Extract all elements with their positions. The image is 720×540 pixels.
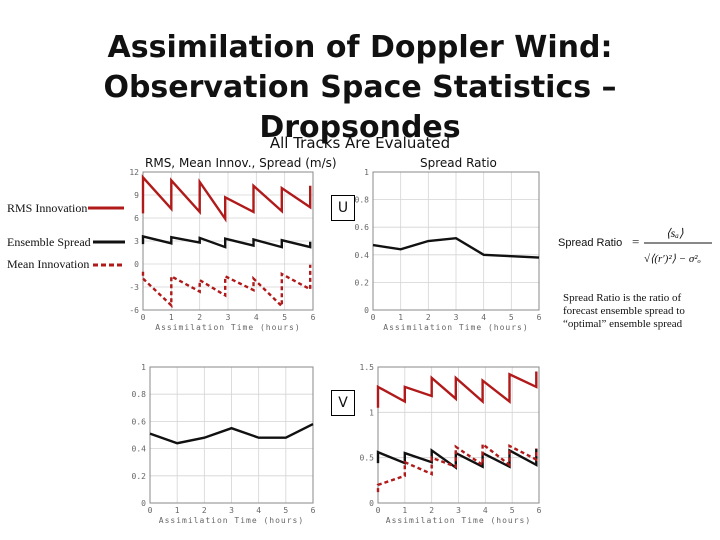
x-tick-label: 0 — [141, 313, 146, 322]
x-tick-label: 4 — [256, 506, 261, 515]
y-tick-label: 1 — [141, 363, 146, 372]
x-axis-label: Assimilation Time (hours) — [386, 516, 531, 525]
x-tick-label: 4 — [483, 506, 488, 515]
x-tick-label: 4 — [481, 313, 486, 322]
y-tick-label: -3 — [129, 283, 139, 292]
y-tick-label: 1 — [364, 168, 369, 177]
y-tick-label: 0 — [369, 499, 374, 508]
x-tick-label: 6 — [311, 313, 316, 322]
svg-text:√⟨(r′)²⟩ − σ²ₒ: √⟨(r′)²⟩ − σ²ₒ — [644, 253, 701, 265]
v-component-label: V — [331, 390, 355, 416]
x-tick-label: 5 — [283, 506, 288, 515]
x-axis-label: Assimilation Time (hours) — [159, 516, 304, 525]
x-tick-label: 5 — [510, 506, 515, 515]
y-tick-label: 0.2 — [355, 278, 370, 287]
series-line-ensemble-spread — [376, 448, 538, 470]
x-tick-label: 2 — [429, 506, 434, 515]
legend-swatch-spread — [93, 240, 125, 244]
y-tick-label: 6 — [134, 214, 139, 223]
svg-text:⟨sₐ⟩: ⟨sₐ⟩ — [666, 226, 684, 240]
svg-text:=: = — [632, 234, 639, 249]
y-tick-label: 9 — [134, 191, 139, 200]
x-tick-label: 3 — [229, 506, 234, 515]
legend-label-spread: Ensemble Spread — [7, 235, 91, 249]
series-line-rms-innovation — [141, 174, 312, 223]
series-line-ensemble-spread — [141, 234, 312, 249]
legend-swatch-rms — [88, 206, 124, 210]
y-tick-label: 0.2 — [132, 472, 147, 481]
x-tick-label: 3 — [456, 506, 461, 515]
series-line-mean-innovation — [376, 441, 538, 493]
title-line-1: Assimilation of Doppler Wind: — [107, 30, 613, 65]
y-tick-label: 0.5 — [360, 454, 375, 463]
x-tick-label: 0 — [148, 506, 153, 515]
x-tick-label: 2 — [426, 313, 431, 322]
x-tick-label: 2 — [202, 506, 207, 515]
right-chart-heading: Spread Ratio — [420, 156, 497, 170]
spread-ratio-note: Spread Ratio is the ratio of forecast en… — [563, 292, 685, 330]
x-tick-label: 1 — [398, 313, 403, 322]
title-line-2: Observation Space Statistics – Dropsonde… — [103, 70, 617, 145]
y-tick-label: 1.5 — [360, 363, 375, 372]
x-tick-label: 1 — [175, 506, 180, 515]
x-tick-label: 3 — [226, 313, 231, 322]
spread-ratio-formula: Spread Ratio = ⟨sₐ⟩ √⟨(r′)²⟩ − σ²ₒ — [558, 226, 712, 265]
x-tick-label: 0 — [371, 313, 376, 322]
plot-frame — [377, 366, 540, 504]
y-tick-label: 0.4 — [355, 251, 370, 260]
u-component-label: U — [331, 195, 355, 221]
y-tick-label: 3 — [134, 237, 139, 246]
slide-subtitle: All Tracks Are Evaluated — [269, 134, 451, 152]
x-tick-label: 6 — [537, 506, 542, 515]
y-tick-label: -6 — [129, 306, 139, 315]
series-line-0 — [149, 423, 314, 445]
x-tick-label: 6 — [311, 506, 316, 515]
y-tick-label: 0.6 — [355, 223, 370, 232]
x-tick-label: 0 — [376, 506, 381, 515]
x-tick-label: 1 — [402, 506, 407, 515]
formula-label: Spread Ratio — [558, 237, 622, 249]
y-tick-label: 0.4 — [132, 445, 147, 454]
x-tick-label: 6 — [537, 313, 542, 322]
left-chart-heading: RMS, Mean Innov., Spread (m/s) — [145, 156, 337, 170]
legend-swatch-mean — [93, 263, 125, 267]
y-tick-label: 0.8 — [132, 390, 147, 399]
y-tick-label: 0 — [364, 306, 369, 315]
plot-frame — [372, 171, 540, 311]
legend-label-rms: RMS Innovation — [7, 201, 88, 215]
series-line-mean-innovation — [141, 264, 312, 310]
x-tick-label: 5 — [509, 313, 514, 322]
x-tick-label: 2 — [197, 313, 202, 322]
legend-label-mean: Mean Innovation — [7, 257, 90, 271]
plot-frame — [149, 366, 314, 504]
y-tick-label: 0 — [141, 499, 146, 508]
x-tick-label: 5 — [282, 313, 287, 322]
y-tick-label: 0 — [134, 260, 139, 269]
y-tick-label: 0.8 — [355, 196, 370, 205]
x-tick-label: 3 — [454, 313, 459, 322]
x-tick-label: 1 — [169, 313, 174, 322]
y-tick-label: 0.6 — [132, 417, 147, 426]
x-axis-label: Assimilation Time (hours) — [383, 323, 528, 332]
series-line-rms-innovation — [376, 371, 538, 408]
x-tick-label: 4 — [254, 313, 259, 322]
slide-title: Assimilation of Doppler Wind: Observatio… — [0, 28, 720, 148]
series-line-0 — [372, 236, 540, 259]
plot-frame — [142, 171, 314, 311]
x-axis-label: Assimilation Time (hours) — [155, 323, 300, 332]
y-tick-label: 12 — [129, 168, 139, 177]
y-tick-label: 1 — [369, 408, 374, 417]
